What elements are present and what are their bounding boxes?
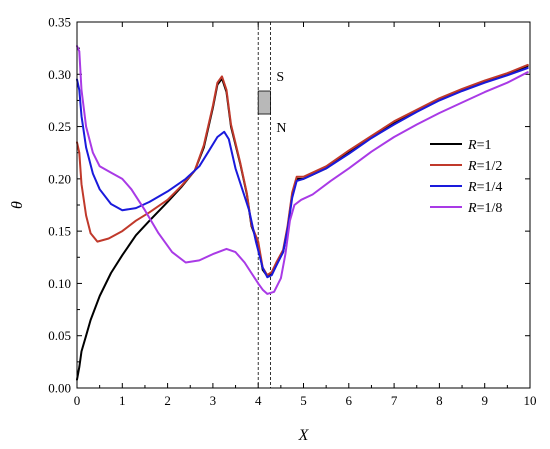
magnet-block bbox=[257, 90, 271, 115]
y-axis-title: θ bbox=[9, 201, 26, 209]
legend-label: R=1/8 bbox=[467, 201, 502, 216]
y-tick-label: 0.20 bbox=[48, 171, 71, 186]
legend-label: R=1/4 bbox=[467, 180, 502, 195]
series-line bbox=[76, 45, 529, 295]
x-tick-label: 8 bbox=[436, 393, 443, 408]
series-line bbox=[76, 63, 529, 277]
plot-frame bbox=[76, 21, 531, 389]
y-tick-label: 0.00 bbox=[48, 381, 71, 396]
series-lines bbox=[76, 45, 529, 381]
x-tick-label: 4 bbox=[255, 393, 262, 408]
x-tick-label: 10 bbox=[524, 393, 537, 408]
y-tick-label: 0.10 bbox=[48, 276, 71, 291]
x-tick-label: 1 bbox=[119, 393, 126, 408]
x-tick-label: 3 bbox=[210, 393, 217, 408]
series-line bbox=[76, 64, 529, 381]
x-tick-label: 7 bbox=[391, 393, 398, 408]
series-line bbox=[76, 67, 529, 279]
annotations: SN bbox=[257, 22, 287, 388]
y-tick-label: 0.30 bbox=[48, 67, 71, 82]
block-bottom-label: N bbox=[276, 121, 286, 136]
y-tick-label: 0.15 bbox=[48, 224, 71, 239]
y-tick-label: 0.35 bbox=[48, 15, 71, 30]
x-tick-label: 2 bbox=[164, 393, 171, 408]
x-tick-label: 9 bbox=[481, 393, 488, 408]
x-axis-title: X bbox=[298, 427, 310, 444]
x-tick-label: 5 bbox=[300, 393, 307, 408]
axis-ticks: 0 1 2 3 4 5 6 7 8 9 10 0.00 0.05 0.10 0.15 0.20 0.25 0.30… bbox=[48, 15, 536, 409]
y-tick-label: 0.25 bbox=[48, 119, 71, 134]
legend-label: R=1 bbox=[467, 138, 491, 153]
x-tick-label: 6 bbox=[346, 393, 353, 408]
x-tick-label: 0 bbox=[74, 393, 81, 408]
y-tick-label: 0.05 bbox=[48, 328, 71, 343]
legend-label: R=1/2 bbox=[467, 159, 502, 174]
legend: R=1 R=1/2 R=1/4 R=1/8 bbox=[430, 138, 502, 216]
block-top-label: S bbox=[276, 70, 284, 85]
